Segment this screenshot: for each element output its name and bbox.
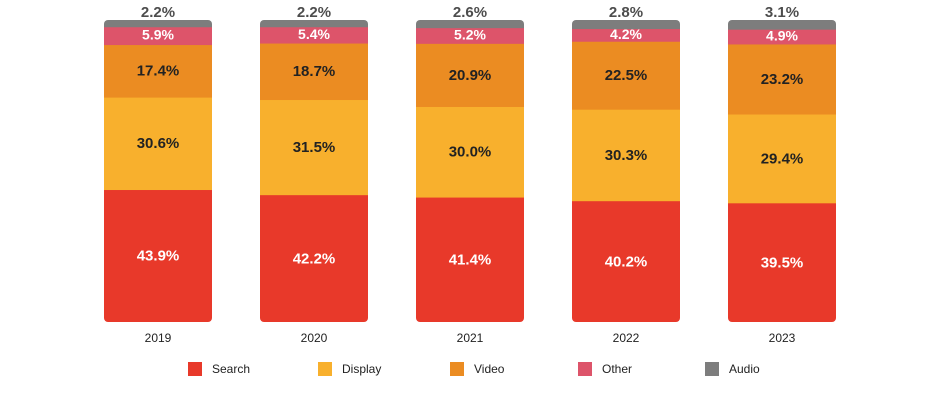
legend-item-display: Display	[318, 362, 381, 376]
x-tick-label-2021: 2021	[457, 331, 484, 345]
data-label-display-2021: 30.0%	[449, 144, 492, 161]
data-label-display-2022: 30.3%	[605, 147, 648, 164]
bar-segment-display-2021	[416, 106, 524, 198]
data-label-display-2019: 30.6%	[137, 135, 180, 152]
data-label-other-2021: 5.2%	[454, 26, 486, 42]
data-label-search-2022: 40.2%	[605, 253, 648, 270]
x-tick-label-2019: 2019	[145, 331, 172, 345]
bar-segment-display-2022	[572, 109, 680, 202]
legend: Search Display Video Other Audio	[188, 362, 760, 376]
x-tick-label-2020: 2020	[301, 331, 328, 345]
data-label-display-2023: 29.4%	[761, 150, 804, 167]
legend-swatch-search	[188, 362, 202, 376]
data-label-search-2023: 39.5%	[761, 254, 804, 271]
bar-segment-other-2020	[260, 26, 368, 44]
bar-segment-video-2023	[728, 43, 836, 115]
data-label-video-2019: 17.4%	[137, 63, 180, 80]
bar-segment-audio-2020	[260, 20, 368, 28]
bar-segment-search-2023	[728, 202, 836, 322]
x-tick-label-2022: 2022	[613, 331, 640, 345]
bar-segment-video-2019	[104, 44, 212, 98]
legend-swatch-video	[450, 362, 464, 376]
legend-item-other: Other	[578, 362, 632, 376]
data-label-video-2022: 22.5%	[605, 67, 648, 84]
legend-item-search: Search	[188, 362, 250, 376]
legend-item-video: Video	[450, 362, 505, 376]
data-label-other-2023: 4.9%	[766, 27, 798, 43]
data-label-other-2020: 5.4%	[298, 26, 330, 42]
bar-2023: 39.5% 29.4% 23.2% 4.9% 3.1%	[728, 4, 836, 322]
data-label-audio-2019: 2.2%	[141, 4, 175, 21]
legend-swatch-other	[578, 362, 592, 376]
bar-segment-audio-2022	[572, 20, 680, 30]
data-label-audio-2022: 2.8%	[609, 4, 643, 21]
bar-segment-audio-2019	[104, 20, 212, 28]
bar-segment-display-2023	[728, 113, 836, 204]
data-label-search-2019: 43.9%	[137, 248, 180, 265]
bar-2022: 40.2% 30.3% 22.5% 4.2% 2.8%	[572, 4, 680, 322]
bar-segment-audio-2021	[416, 20, 524, 29]
x-tick-label-2023: 2023	[769, 331, 796, 345]
legend-label-display: Display	[342, 362, 381, 376]
data-label-other-2022: 4.2%	[610, 26, 642, 42]
legend-label-video: Video	[474, 362, 505, 376]
legend-label-search: Search	[212, 362, 250, 376]
data-label-search-2021: 41.4%	[449, 251, 492, 268]
data-label-audio-2021: 2.6%	[453, 4, 487, 21]
bar-2020: 42.2% 31.5% 18.7% 5.4% 2.2%	[260, 4, 368, 322]
bar-segment-audio-2023	[728, 20, 836, 30]
data-label-audio-2020: 2.2%	[297, 4, 331, 21]
data-label-video-2023: 23.2%	[761, 71, 804, 88]
bar-segment-other-2023	[728, 29, 836, 45]
legend-swatch-display	[318, 362, 332, 376]
data-label-display-2020: 31.5%	[293, 139, 336, 156]
data-label-video-2020: 18.7%	[293, 63, 336, 80]
x-axis-ticks: 2019 2020 2021 2022 2023	[145, 331, 796, 345]
bar-segment-other-2019	[104, 26, 212, 46]
bar-segment-other-2021	[416, 27, 524, 44]
data-label-video-2021: 20.9%	[449, 67, 492, 84]
legend-label-other: Other	[602, 362, 632, 376]
bars-layer: 43.9% 30.6% 17.4% 5.9% 2.2% 42.2% 31.5% 18.7% 5.…	[104, 4, 836, 322]
bar-2021: 41.4% 30.0% 20.9% 5.2% 2.6%	[416, 4, 524, 322]
bar-segment-search-2022	[572, 200, 680, 322]
bar-segment-search-2019	[104, 189, 212, 322]
bar-segment-search-2021	[416, 196, 524, 322]
bar-segment-video-2021	[416, 43, 524, 107]
bar-segment-video-2022	[572, 41, 680, 110]
data-label-search-2020: 42.2%	[293, 250, 336, 267]
bar-segment-video-2020	[260, 42, 368, 101]
bar-segment-display-2020	[260, 99, 368, 196]
data-label-other-2019: 5.9%	[142, 27, 174, 43]
bar-segment-display-2019	[104, 97, 212, 191]
legend-swatch-audio	[705, 362, 719, 376]
bar-segment-search-2020	[260, 194, 368, 322]
legend-label-audio: Audio	[729, 362, 760, 376]
data-label-audio-2023: 3.1%	[765, 4, 799, 21]
bar-segment-other-2022	[572, 28, 680, 42]
bar-2019: 43.9% 30.6% 17.4% 5.9% 2.2%	[104, 4, 212, 322]
legend-item-audio: Audio	[705, 362, 760, 376]
